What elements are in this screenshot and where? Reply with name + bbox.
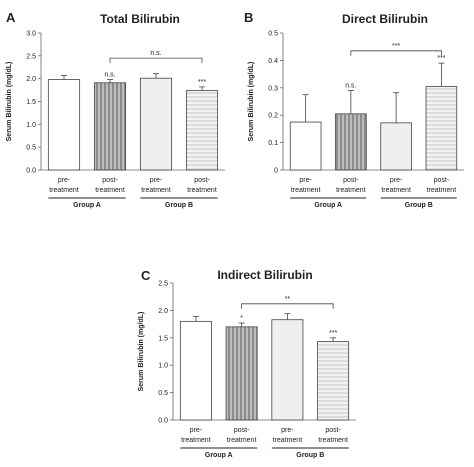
chart-title: Indirect Bilirubin bbox=[217, 268, 312, 282]
y-axis-label: Serum Bilirubin (mg/dL) bbox=[138, 312, 145, 392]
bar bbox=[289, 121, 322, 171]
comparison-bracket bbox=[350, 50, 442, 56]
x-tick-label: pre- bbox=[390, 177, 403, 184]
x-tick-label: treatment bbox=[181, 437, 211, 444]
y-tick-label: 0.2 bbox=[268, 113, 278, 120]
panel-letter: A bbox=[6, 10, 16, 25]
comparison-bracket bbox=[109, 57, 203, 64]
x-tick-label: treatment bbox=[427, 187, 457, 194]
y-tick-label: 1.0 bbox=[26, 122, 36, 129]
y-tick-label: 0.5 bbox=[158, 390, 168, 397]
bar bbox=[317, 341, 350, 421]
y-axis-label: Serum Bilirubin (mg/dL) bbox=[248, 62, 255, 142]
comparison-bracket bbox=[241, 303, 334, 309]
group-label: Group A bbox=[73, 202, 101, 209]
panel-letter: C bbox=[141, 268, 151, 283]
x-tick-label: pre- bbox=[299, 177, 312, 184]
x-tick-label: pre- bbox=[150, 177, 163, 184]
x-tick-label: pre- bbox=[190, 427, 203, 434]
bar bbox=[139, 77, 173, 171]
chart-panel-c: C Indirect Bilirubin Serum Bilirubin (mg/d… bbox=[138, 268, 356, 459]
x-tick-label: pre- bbox=[281, 427, 294, 434]
x-tick-label: treatment bbox=[227, 437, 257, 444]
bar bbox=[185, 90, 219, 171]
y-tick-label: 0.0 bbox=[26, 168, 36, 175]
y-tick-label: 0.1 bbox=[268, 140, 278, 147]
group-label: Group B bbox=[165, 202, 193, 209]
significance-label: *** bbox=[437, 55, 445, 62]
y-tick-label: 0.0 bbox=[158, 418, 168, 425]
y-tick-label: 0.5 bbox=[26, 145, 36, 152]
significance-label: *** bbox=[329, 330, 337, 337]
y-tick-label: 0.4 bbox=[268, 58, 278, 65]
y-tick-label: 2.0 bbox=[158, 308, 168, 315]
y-tick-label: 0.5 bbox=[268, 31, 278, 38]
bar bbox=[179, 320, 212, 421]
chart-title: Direct Bilirubin bbox=[342, 12, 428, 26]
y-tick-label: 1.5 bbox=[158, 335, 168, 342]
x-tick-label: treatment bbox=[95, 187, 125, 194]
x-tick-label: post- bbox=[194, 177, 210, 184]
y-tick-label: 0.3 bbox=[268, 85, 278, 92]
bar bbox=[225, 326, 258, 421]
chart-panel-a: A Total Bilirubin Serum Bilirubin (mg/dL) 0… bbox=[6, 10, 225, 209]
y-tick-label: 0 bbox=[274, 168, 278, 175]
group-label: Group B bbox=[405, 202, 433, 209]
x-tick-label: post- bbox=[343, 177, 359, 184]
bar bbox=[93, 82, 127, 171]
x-tick-label: treatment bbox=[141, 187, 171, 194]
x-tick-label: treatment bbox=[291, 187, 321, 194]
chart-panel-b: B Direct Bilirubin Serum Bilirubin (mg/dL)… bbox=[244, 10, 464, 209]
group-label: Group A bbox=[205, 452, 233, 459]
bar bbox=[271, 319, 304, 421]
group-label: Group A bbox=[314, 202, 342, 209]
y-tick-label: 3.0 bbox=[26, 31, 36, 38]
significance-label: * bbox=[240, 315, 243, 322]
x-tick-label: post- bbox=[325, 427, 341, 434]
comparison-label: ** bbox=[285, 296, 291, 303]
bar bbox=[425, 86, 458, 171]
x-tick-label: post- bbox=[102, 177, 118, 184]
y-tick-label: 2.5 bbox=[26, 53, 36, 60]
y-tick-label: 2.5 bbox=[158, 281, 168, 288]
bar bbox=[380, 122, 412, 171]
significance-label: *** bbox=[198, 79, 206, 86]
x-tick-label: treatment bbox=[187, 187, 217, 194]
comparison-label: *** bbox=[392, 43, 400, 50]
x-tick-label: treatment bbox=[336, 187, 366, 194]
significance-label: n.s. bbox=[345, 83, 356, 90]
x-tick-label: pre- bbox=[58, 177, 71, 184]
comparison-label: n.s. bbox=[150, 50, 161, 57]
x-tick-label: post- bbox=[234, 427, 250, 434]
y-tick-label: 1.0 bbox=[158, 363, 168, 370]
bar bbox=[47, 79, 81, 171]
y-tick-label: 2.0 bbox=[26, 76, 36, 83]
significance-label: n.s. bbox=[104, 72, 115, 79]
chart-title: Total Bilirubin bbox=[100, 12, 180, 26]
x-tick-label: post- bbox=[434, 177, 450, 184]
x-tick-label: treatment bbox=[318, 437, 348, 444]
x-tick-label: treatment bbox=[273, 437, 303, 444]
bar bbox=[335, 113, 367, 171]
panel-letter: B bbox=[244, 10, 253, 25]
x-tick-label: treatment bbox=[381, 187, 411, 194]
group-label: Group B bbox=[296, 452, 324, 459]
y-tick-label: 1.5 bbox=[26, 99, 36, 106]
y-axis-label: Serum Bilirubin (mg/dL) bbox=[6, 62, 13, 142]
x-tick-label: treatment bbox=[49, 187, 79, 194]
